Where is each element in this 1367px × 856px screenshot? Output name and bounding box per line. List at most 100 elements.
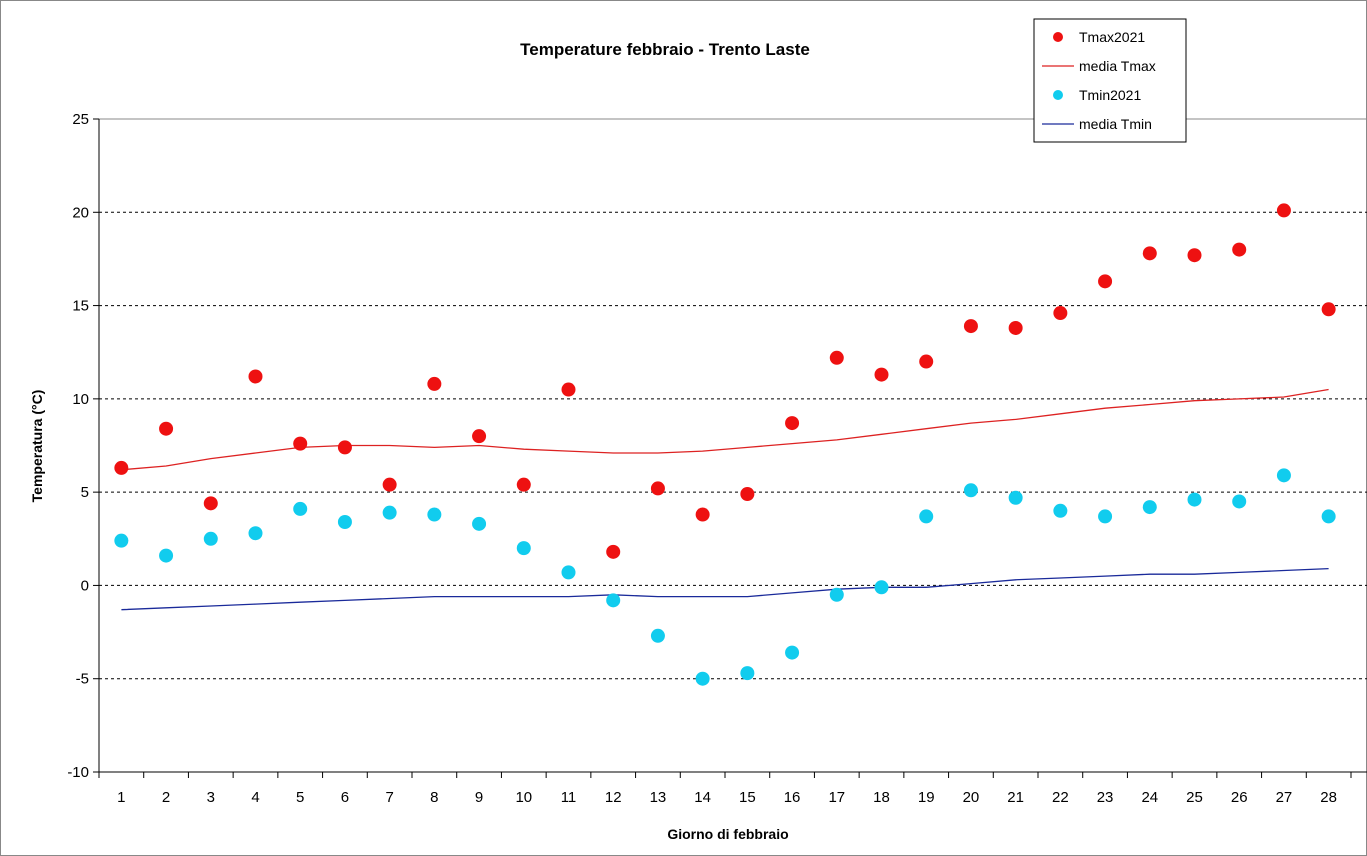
series-lines: [121, 388, 1329, 611]
point-series-0-day-6: [337, 440, 352, 455]
point-series-0-day-3: [203, 496, 218, 511]
point-series-0-day-12: [606, 544, 621, 559]
x-tick-label-2: 2: [162, 789, 170, 806]
x-tick-label-9: 9: [475, 789, 483, 806]
y-tick-label-20: 20: [72, 204, 89, 221]
x-tick-label-21: 21: [1007, 789, 1024, 806]
gridlines: [99, 118, 1367, 680]
point-series-0-day-7: [382, 477, 397, 492]
point-series-2-day-17: [829, 587, 844, 602]
point-series-0-day-16: [785, 416, 800, 431]
point-series-2-day-10: [516, 541, 531, 556]
point-series-2-day-13: [650, 628, 665, 643]
x-tick-label-14: 14: [694, 789, 711, 806]
line-series-3: [121, 567, 1329, 611]
x-tick-label-7: 7: [385, 789, 393, 806]
point-series-0-day-26: [1232, 242, 1247, 257]
legend-label-3: media Tmin: [1079, 116, 1152, 132]
point-series-2-day-21: [1008, 490, 1023, 505]
point-series-2-day-2: [159, 548, 174, 563]
legend-swatch-0: [1053, 32, 1063, 42]
point-series-0-day-8: [427, 376, 442, 391]
line-series-1: [121, 388, 1329, 471]
x-tick-label-18: 18: [873, 789, 890, 806]
y-tick-label-0: 0: [81, 577, 89, 594]
point-series-0-day-17: [829, 350, 844, 365]
x-tick-label-5: 5: [296, 789, 304, 806]
point-series-2-day-14: [695, 671, 710, 686]
x-tick-label-28: 28: [1320, 789, 1337, 806]
x-tick-label-8: 8: [430, 789, 438, 806]
point-series-2-day-11: [561, 565, 576, 580]
x-tick-labels: 1 2 3 4 5 6 7 8 9 10 11 12 13 14 15 16 17 18 19 20 21 22 23 24 2…: [117, 789, 1337, 806]
y-axis-title: Temperatura (°C): [29, 390, 45, 503]
point-series-0-day-13: [650, 481, 665, 496]
x-tick-label-27: 27: [1276, 789, 1293, 806]
point-series-0-day-11: [561, 382, 576, 397]
point-series-2-day-4: [248, 526, 263, 541]
y-tick-label-15: 15: [72, 298, 89, 315]
chart-title: Temperature febbraio - Trento Laste: [520, 40, 810, 59]
x-tick-label-16: 16: [784, 789, 801, 806]
point-series-2-day-22: [1053, 503, 1068, 518]
point-series-0-day-21: [1008, 320, 1023, 335]
point-series-0-day-23: [1098, 274, 1113, 289]
series-points: [114, 203, 1336, 686]
x-tick-label-15: 15: [739, 789, 756, 806]
point-series-0-day-22: [1053, 306, 1068, 321]
legend-label-0: Tmax2021: [1079, 29, 1145, 45]
point-series-2-day-27: [1276, 468, 1291, 483]
legend-swatch-2: [1053, 90, 1063, 100]
point-series-0-day-5: [293, 436, 308, 451]
point-series-2-day-15: [740, 666, 755, 681]
x-tick-label-25: 25: [1186, 789, 1203, 806]
point-series-0-day-20: [963, 319, 978, 334]
point-series-2-day-7: [382, 505, 397, 520]
point-series-2-day-26: [1232, 494, 1247, 509]
x-axis-title: Giorno di febbraio: [667, 826, 788, 842]
axes: [93, 118, 1367, 778]
point-series-0-day-10: [516, 477, 531, 492]
y-tick-label-5: 5: [81, 484, 89, 501]
point-series-2-day-20: [963, 483, 978, 498]
point-series-2-day-19: [919, 509, 934, 524]
x-tick-label-17: 17: [828, 789, 845, 806]
x-tick-label-12: 12: [605, 789, 622, 806]
y-tick-label-25: 25: [72, 111, 89, 128]
y-tick-label--5: -5: [76, 671, 89, 688]
point-series-2-day-1: [114, 533, 129, 548]
legend: Tmax2021 media Tmax Tmin2021 media Tmin: [1033, 18, 1187, 143]
x-tick-label-6: 6: [341, 789, 349, 806]
legend-label-2: Tmin2021: [1079, 87, 1141, 103]
y-tick-labels: -10 -5 0 5 10 15 20 25: [67, 111, 89, 781]
point-series-2-day-6: [337, 514, 352, 529]
point-series-2-day-18: [874, 580, 889, 595]
point-series-0-day-24: [1142, 246, 1157, 261]
point-series-0-day-15: [740, 487, 755, 502]
point-series-2-day-24: [1142, 500, 1157, 515]
point-series-2-day-23: [1098, 509, 1113, 524]
point-series-2-day-9: [472, 516, 487, 531]
x-tick-label-11: 11: [561, 789, 577, 806]
point-series-2-day-12: [606, 593, 621, 608]
x-tick-label-10: 10: [515, 789, 532, 806]
point-series-2-day-28: [1321, 509, 1336, 524]
x-tick-label-13: 13: [650, 789, 667, 806]
point-series-2-day-5: [293, 501, 308, 516]
x-tick-label-26: 26: [1231, 789, 1248, 806]
point-series-0-day-2: [159, 421, 174, 436]
point-series-0-day-18: [874, 367, 889, 382]
point-series-0-day-27: [1276, 203, 1291, 218]
x-tick-label-24: 24: [1141, 789, 1158, 806]
x-tick-label-4: 4: [251, 789, 259, 806]
point-series-0-day-4: [248, 369, 263, 384]
x-tick-label-19: 19: [918, 789, 935, 806]
point-series-2-day-8: [427, 507, 442, 522]
point-series-2-day-3: [203, 531, 218, 546]
point-series-0-day-28: [1321, 302, 1336, 317]
x-tick-label-20: 20: [963, 789, 980, 806]
x-tick-label-1: 1: [117, 789, 125, 806]
legend-label-1: media Tmax: [1079, 58, 1156, 74]
